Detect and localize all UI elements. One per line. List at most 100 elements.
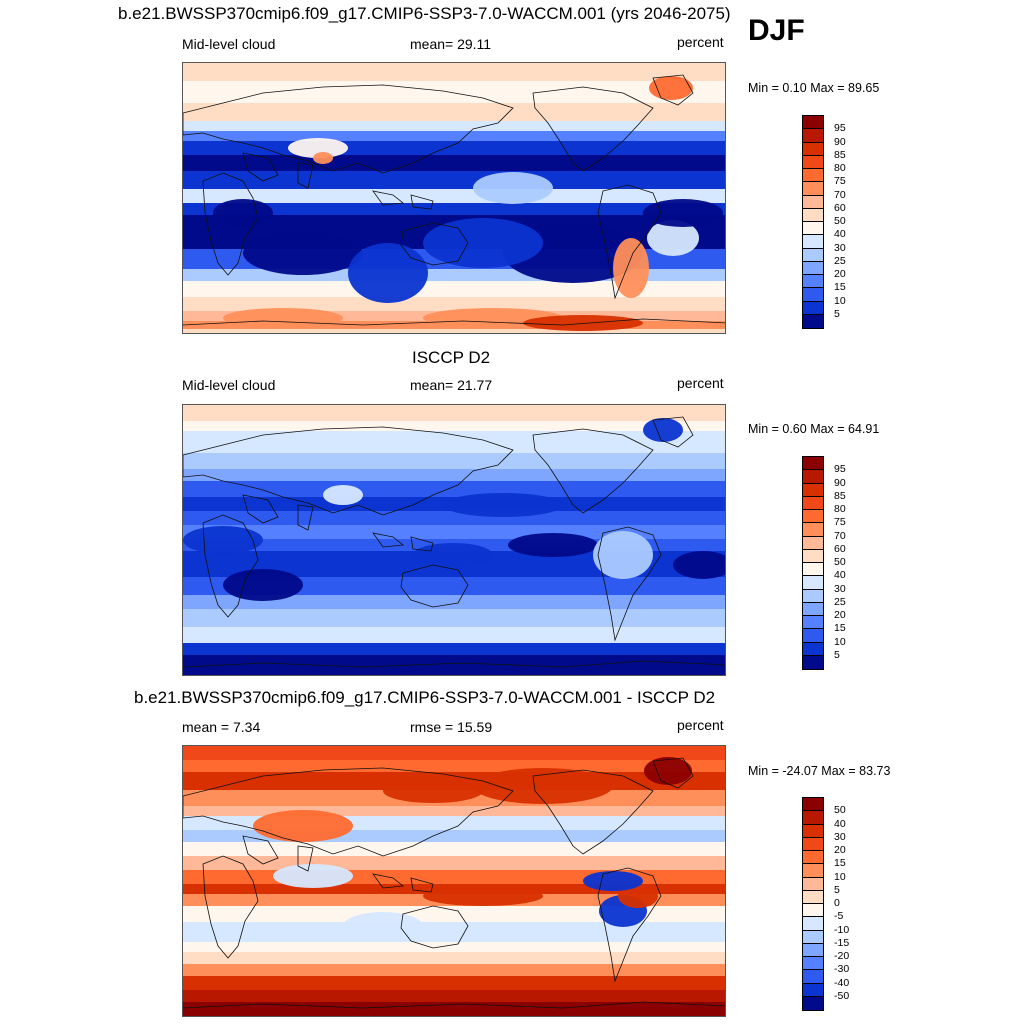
colorbar-tick-label: 50 — [834, 804, 846, 817]
colorbar-tick-label: -30 — [834, 963, 850, 976]
colorbar-box — [803, 169, 823, 183]
colorbar-tick-label: -15 — [834, 936, 850, 949]
colorbar-box — [803, 275, 823, 289]
colorbar-tick-label: 85 — [834, 489, 846, 502]
panel-1-left-label: Mid-level cloud — [182, 36, 276, 52]
panel-2-mean: mean= 21.77 — [410, 377, 493, 393]
colorbar-box — [803, 248, 823, 262]
colorbar-box — [803, 983, 823, 997]
panel-2-units: percent — [677, 375, 724, 391]
colorbar-tick-label: -5 — [834, 910, 844, 923]
colorbar-box — [803, 496, 823, 510]
panel-3-minmax: Min = -24.07 Max = 83.73 — [748, 764, 891, 778]
panel-3-units: percent — [677, 717, 724, 733]
panel-2-minmax: Min = 0.60 Max = 64.91 — [748, 422, 880, 436]
colorbar-box — [803, 288, 823, 302]
panel-1-mean: mean= 29.11 — [410, 36, 492, 52]
colorbar-tick-label: 70 — [834, 188, 846, 201]
colorbar-tick-label: 0 — [834, 897, 840, 909]
colorbar-tick-label: 95 — [834, 122, 846, 135]
colorbar-box — [803, 470, 823, 484]
colorbar-box — [803, 864, 823, 878]
colorbar-box — [803, 314, 823, 328]
panel-1-colorbar — [802, 115, 824, 329]
panel-3-title: b.e21.BWSSP370cmip6.f09_g17.CMIP6-SSP3-7… — [134, 688, 716, 707]
colorbar-box — [803, 182, 823, 196]
panel-2-left-label: Mid-level cloud — [182, 377, 276, 393]
colorbar-box — [803, 917, 823, 931]
panel-2-title: ISCCP D2 — [412, 348, 491, 367]
colorbar-tick-label: 10 — [834, 635, 846, 648]
colorbar-box — [803, 483, 823, 497]
colorbar-box — [803, 655, 823, 669]
season-label: DJF — [748, 14, 805, 47]
colorbar-tick-label: 40 — [834, 569, 846, 582]
colorbar-box — [803, 563, 823, 577]
colorbar-box — [803, 970, 823, 984]
colorbar-tick-label: 15 — [834, 857, 846, 870]
colorbar-tick-label: 50 — [834, 556, 846, 568]
colorbar-tick-label: 15 — [834, 281, 846, 294]
colorbar-box — [803, 851, 823, 865]
colorbar-tick-label: 60 — [834, 201, 846, 214]
colorbar-tick-label: 5 — [834, 883, 840, 896]
colorbar-tick-label: 20 — [834, 609, 846, 621]
panel-1-minmax: Min = 0.10 Max = 89.65 — [748, 81, 880, 95]
colorbar-box — [803, 301, 823, 315]
colorbar-tick-label: 75 — [834, 175, 846, 188]
colorbar-tick-label: 50 — [834, 215, 846, 227]
colorbar-tick-label: 40 — [834, 817, 846, 830]
panel-2-map — [182, 404, 726, 676]
panel-2-colorbar — [802, 456, 824, 670]
colorbar-box — [803, 129, 823, 143]
colorbar-box — [803, 642, 823, 656]
colorbar-tick-label: -40 — [834, 976, 850, 989]
colorbar-box — [803, 824, 823, 838]
colorbar-tick-label: -50 — [834, 989, 850, 1002]
panel-1-title: b.e21.BWSSP370cmip6.f09_g17.CMIP6-SSP3-7… — [118, 4, 731, 23]
colorbar-tick-label: 60 — [834, 542, 846, 555]
colorbar-box — [803, 142, 823, 156]
colorbar-box — [803, 195, 823, 209]
colorbar-box — [803, 116, 823, 130]
colorbar-tick-label: 85 — [834, 148, 846, 161]
colorbar-tick-label: 10 — [834, 294, 846, 307]
panel-3-rmse: rmse = 15.59 — [410, 719, 493, 735]
colorbar-tick-label: 5 — [834, 307, 840, 320]
colorbar-tick-label: 30 — [834, 241, 846, 254]
colorbar-tick-label: 80 — [834, 162, 846, 174]
colorbar-box — [803, 837, 823, 851]
colorbar-box — [803, 943, 823, 957]
colorbar-box — [803, 155, 823, 169]
panel-3-colorbar — [802, 797, 824, 1011]
panel-1-units: percent — [677, 34, 724, 50]
colorbar-tick-label: 75 — [834, 516, 846, 529]
panel-1-map — [182, 62, 726, 334]
colorbar-box — [803, 549, 823, 563]
colorbar-box — [803, 930, 823, 944]
colorbar-tick-label: 20 — [834, 268, 846, 280]
colorbar-tick-label: 90 — [834, 476, 846, 489]
colorbar-tick-label: 80 — [834, 503, 846, 515]
colorbar-box — [803, 523, 823, 537]
colorbar-box — [803, 904, 823, 918]
colorbar-tick-label: 70 — [834, 529, 846, 542]
colorbar-box — [803, 576, 823, 590]
colorbar-tick-label: 25 — [834, 254, 846, 267]
colorbar-tick-label: 30 — [834, 582, 846, 595]
colorbar-box — [803, 602, 823, 616]
colorbar-box — [803, 261, 823, 275]
colorbar-tick-label: -20 — [834, 950, 850, 962]
colorbar-box — [803, 811, 823, 825]
colorbar-box — [803, 235, 823, 249]
panel-3-map — [182, 745, 726, 1017]
colorbar-box — [803, 616, 823, 630]
colorbar-tick-label: 40 — [834, 228, 846, 241]
colorbar-tick-label: 30 — [834, 830, 846, 843]
colorbar-box — [803, 208, 823, 222]
colorbar-box — [803, 510, 823, 524]
colorbar-tick-label: 90 — [834, 135, 846, 148]
colorbar-box — [803, 222, 823, 236]
colorbar-tick-label: 10 — [834, 870, 846, 883]
panel-3-mean: mean = 7.34 — [182, 719, 261, 735]
